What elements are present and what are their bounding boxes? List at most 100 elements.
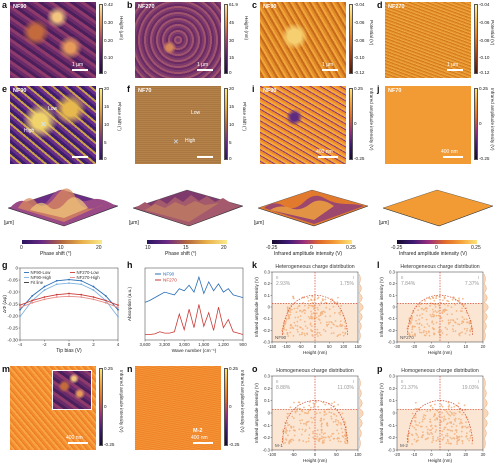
y-tick-label: 0.2 bbox=[264, 386, 270, 391]
scatter-point bbox=[332, 332, 335, 334]
panel-b: b NF270 1 µm 61.9 45 30 15 0 Height (nm) bbox=[125, 0, 250, 80]
scatter-point bbox=[290, 323, 292, 326]
scatter-point bbox=[444, 418, 447, 421]
data-point bbox=[104, 299, 107, 302]
scale-text: 1 µm bbox=[447, 62, 459, 68]
data-point bbox=[68, 282, 70, 284]
panel-j: j NF70 400 nm 0.25 0 -0.25 Infrared ampl… bbox=[375, 84, 500, 166]
side-histogram-bin bbox=[358, 273, 361, 285]
boundary-curve bbox=[406, 400, 474, 443]
scatter-point bbox=[299, 422, 302, 425]
y-tick-label: 0.3 bbox=[389, 374, 395, 379]
colorbar bbox=[224, 4, 228, 74]
scatter-point bbox=[447, 405, 450, 408]
scatter-point bbox=[425, 318, 428, 321]
scatter-point bbox=[284, 430, 287, 433]
scatter-point bbox=[453, 433, 456, 435]
data-point bbox=[92, 298, 95, 301]
tick: 15 bbox=[183, 245, 189, 251]
scatter-point bbox=[419, 425, 422, 428]
scatter-point bbox=[299, 318, 302, 321]
x-tick-label: 100 bbox=[355, 452, 363, 457]
scatter-point bbox=[315, 316, 318, 319]
scatter-point bbox=[340, 304, 343, 307]
scatter-point bbox=[327, 408, 330, 411]
scatter-point bbox=[305, 421, 308, 424]
scatter-point bbox=[289, 327, 292, 330]
panel-n: n M-2 400 nm 0.25 0 -0.25 Infrared ampli… bbox=[125, 364, 250, 468]
side-histogram-bin bbox=[483, 311, 488, 322]
scatter-point bbox=[456, 437, 459, 440]
scatter-point bbox=[430, 429, 433, 431]
scale-bar bbox=[72, 156, 88, 158]
scatter-point bbox=[322, 328, 325, 331]
scatter-point bbox=[453, 418, 456, 421]
scatter-point bbox=[452, 423, 455, 426]
sample-label: NF270 bbox=[388, 4, 405, 10]
data-point bbox=[31, 299, 34, 302]
scatter-point bbox=[465, 307, 468, 310]
cbar-tick: 0 bbox=[479, 121, 482, 126]
y-tick-label: 0.2 bbox=[264, 281, 270, 286]
scatter-point bbox=[337, 440, 340, 443]
chart-g: -4 -2 0 2 4 0 -0.05 -0.10 -0.15 -0.20 -0.25 -0.30 Ti… bbox=[2, 266, 120, 355]
scatter-point bbox=[441, 411, 443, 414]
panel-label: g bbox=[2, 260, 8, 270]
scatter-point bbox=[460, 418, 462, 421]
scatter-point bbox=[342, 417, 345, 420]
plot-frame bbox=[144, 267, 244, 341]
scatter-point bbox=[317, 405, 319, 408]
scatter-point bbox=[454, 420, 457, 422]
panel-d: d NF270 1 µm -0.04 -0.06 -0.08 -0.10 -0.… bbox=[375, 0, 500, 80]
x-axis-label: Height (nm) bbox=[303, 458, 327, 463]
scatter-point bbox=[335, 415, 338, 417]
ir-map-m1: 400 nm bbox=[10, 366, 96, 450]
scatter-point bbox=[330, 435, 333, 438]
scatter-point bbox=[339, 333, 342, 336]
scatter-point bbox=[293, 321, 296, 324]
cbar-unit: Infrared amplitude intensity (V) bbox=[369, 88, 374, 151]
scatter-point bbox=[450, 421, 453, 424]
scatter-point bbox=[340, 423, 342, 426]
scatter-point bbox=[415, 440, 418, 443]
legend-entry: NF90 bbox=[163, 272, 175, 277]
scatter-point bbox=[310, 315, 312, 318]
y-tick-label: -0.1 bbox=[388, 423, 396, 428]
y-tick-label: 0 bbox=[393, 305, 396, 310]
scatter-point bbox=[303, 312, 306, 315]
phase-colorbar bbox=[147, 240, 227, 244]
scatter-point bbox=[442, 299, 444, 302]
quadrant-value: 19.03% bbox=[462, 385, 480, 391]
scatter-point bbox=[326, 422, 328, 425]
scatter-point bbox=[315, 312, 318, 315]
scatter-point bbox=[329, 300, 332, 303]
cbar-tick: 0.25 bbox=[104, 366, 113, 371]
scatter-point bbox=[292, 327, 295, 330]
scatter-point bbox=[417, 309, 420, 312]
scatter-point bbox=[320, 428, 323, 431]
scatter-point bbox=[336, 335, 339, 338]
data-point bbox=[43, 296, 46, 298]
scatter-point bbox=[425, 332, 428, 335]
scatter-point bbox=[425, 425, 428, 428]
scale-bar bbox=[193, 442, 213, 444]
scatter-point bbox=[336, 429, 338, 432]
scatter-point bbox=[322, 310, 325, 313]
series-line bbox=[19, 293, 119, 306]
quadrant-value: 7.37% bbox=[465, 281, 480, 287]
scatter-point bbox=[296, 407, 299, 410]
scale-bar bbox=[322, 69, 338, 71]
scatter-point bbox=[463, 404, 466, 407]
scatter-point bbox=[429, 418, 432, 421]
y-tick-label: -0.1 bbox=[388, 316, 396, 321]
x-tick-label: -30 bbox=[394, 344, 401, 349]
cbar-tick: -0.08 bbox=[354, 38, 365, 43]
scatter-point bbox=[290, 426, 293, 429]
scatter-point bbox=[293, 401, 295, 404]
scatter-point bbox=[303, 320, 306, 323]
scatter-point bbox=[444, 409, 446, 411]
scatter-point bbox=[304, 428, 307, 431]
scatter-point bbox=[407, 440, 410, 443]
side-histogram-bin bbox=[483, 292, 488, 304]
scatter-point bbox=[307, 315, 310, 318]
